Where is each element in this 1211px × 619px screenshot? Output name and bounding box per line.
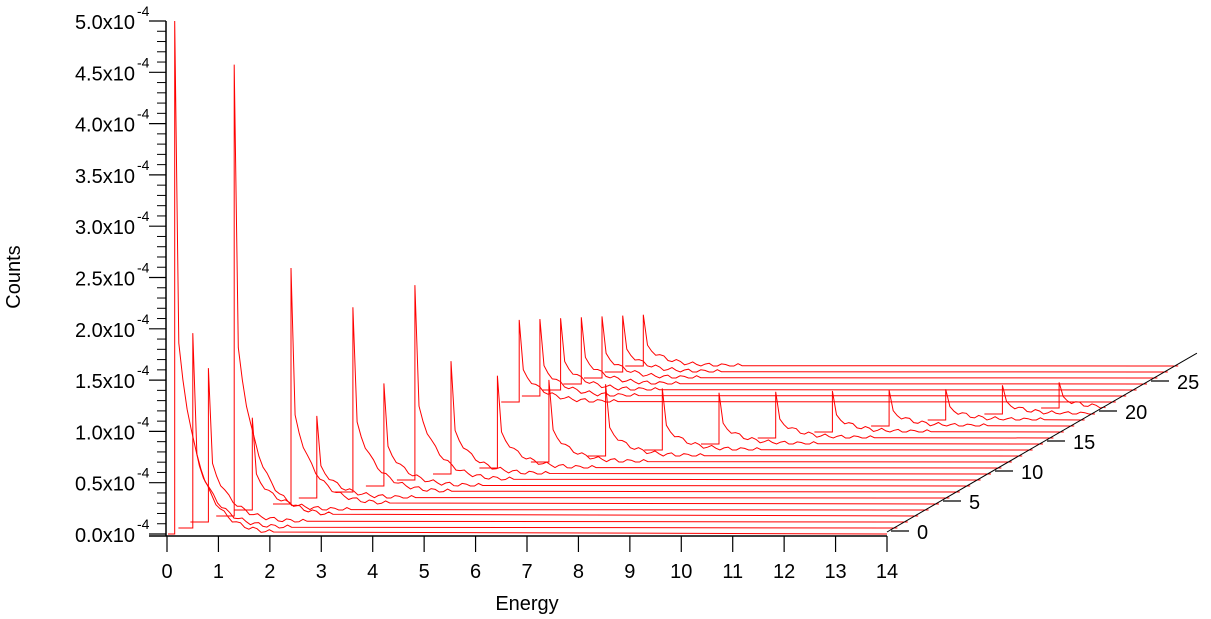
x-tick-label: 7 [521, 561, 532, 583]
x-tick-label: 8 [573, 561, 584, 583]
depth-tick-label: 25 [1177, 372, 1199, 394]
spectrum-trace-4 [234, 417, 929, 511]
y-tick-label: 2.5x10 [75, 269, 135, 291]
depth-tick-label: 20 [1125, 402, 1147, 424]
y-axis-label: Counts [3, 245, 25, 308]
y-tick-exponent: -4 [137, 362, 150, 378]
spectrum-trace-13 [587, 384, 1023, 457]
depth-tick-label: 5 [969, 492, 980, 514]
y-tick-exponent: -4 [137, 413, 150, 429]
y-tick-label: 1.0x10 [75, 422, 135, 444]
x-tick-label: 1 [213, 561, 224, 583]
spectrum-trace-23 [521, 319, 1127, 397]
x-tick-label: 5 [419, 561, 430, 583]
spectrum-trace-17 [814, 390, 1064, 433]
spectrum-trace-8 [365, 383, 971, 487]
y-tick-exponent: -4 [137, 311, 150, 327]
x-tick-label: 3 [316, 561, 327, 583]
x-tick-label: 9 [624, 561, 635, 583]
spectrum-trace-0 [168, 20, 888, 535]
depth-axis-line [886, 352, 1198, 533]
y-tick-label: 3.0x10 [75, 217, 135, 239]
spectrum-trace-7 [334, 307, 960, 493]
y-tick-label: 4.0x10 [75, 115, 135, 137]
spectrum-trace-14 [644, 388, 1033, 451]
spectrum-trace-3 [216, 64, 919, 517]
depth-tick-label: 10 [1021, 462, 1043, 484]
y-tick-exponent: -4 [137, 465, 150, 481]
x-tick-label: 14 [876, 561, 898, 583]
x-tick-label: 13 [824, 561, 846, 583]
depth-tick-label: 0 [917, 522, 928, 544]
y-tick-exponent: -4 [137, 260, 150, 276]
y-tick-label: 2.0x10 [75, 320, 135, 342]
spectrum-trace-12 [530, 379, 1012, 463]
spectrum-trace-28 [625, 314, 1179, 367]
spectrum-trace-25 [563, 317, 1148, 385]
spectrum-trace-5 [273, 267, 940, 505]
y-tick-exponent: -4 [137, 208, 150, 224]
spectrum-trace-26 [584, 316, 1158, 379]
x-tick-label: 11 [722, 561, 743, 583]
depth-tick-label: 15 [1073, 432, 1095, 454]
y-tick-label: 3.5x10 [75, 166, 135, 188]
spectra-traces [168, 20, 1179, 535]
y-tick-label: 5.0x10 [75, 12, 135, 34]
y-tick-exponent: -4 [137, 516, 150, 532]
spectrum-trace-10 [433, 361, 992, 475]
x-tick-label: 0 [161, 561, 172, 583]
spectrum-trace-22 [501, 319, 1116, 403]
x-tick-label: 4 [367, 561, 378, 583]
spectrum-trace-20 [984, 385, 1095, 415]
spectrum-trace-21 [1041, 382, 1106, 409]
y-tick-exponent: -4 [137, 106, 150, 122]
spectrum-trace-24 [542, 318, 1137, 391]
x-axis-label: Energy [495, 593, 558, 614]
x-tick-label: 10 [670, 561, 692, 583]
spectrum-trace-27 [604, 315, 1168, 373]
x-tick-label: 2 [264, 561, 275, 583]
x-tick-label: 6 [470, 561, 481, 583]
y-tick-exponent: -4 [137, 3, 150, 19]
spectrum-trace-6 [298, 415, 950, 499]
spectrum-trace-19 [927, 389, 1085, 421]
x-tick-label: 12 [773, 561, 795, 583]
spectrum-trace-9 [396, 285, 981, 481]
spectrum-trace-18 [871, 390, 1075, 427]
y-tick-label: 4.5x10 [75, 63, 135, 85]
y-tick-label: 1.5x10 [75, 371, 135, 393]
spectrum-trace-16 [757, 391, 1054, 439]
axes: 0.0x10-40.5x10-41.0x10-41.5x10-42.0x10-4… [75, 3, 1199, 583]
y-tick-exponent: -4 [137, 54, 150, 70]
y-tick-label: 0.5x10 [75, 474, 135, 496]
spectrum-trace-2 [190, 368, 908, 523]
spectrum-trace-11 [479, 375, 1002, 469]
y-tick-exponent: -4 [137, 157, 150, 173]
spectrum-trace-15 [701, 392, 1044, 445]
y-tick-label: 0.0x10 [75, 525, 135, 547]
